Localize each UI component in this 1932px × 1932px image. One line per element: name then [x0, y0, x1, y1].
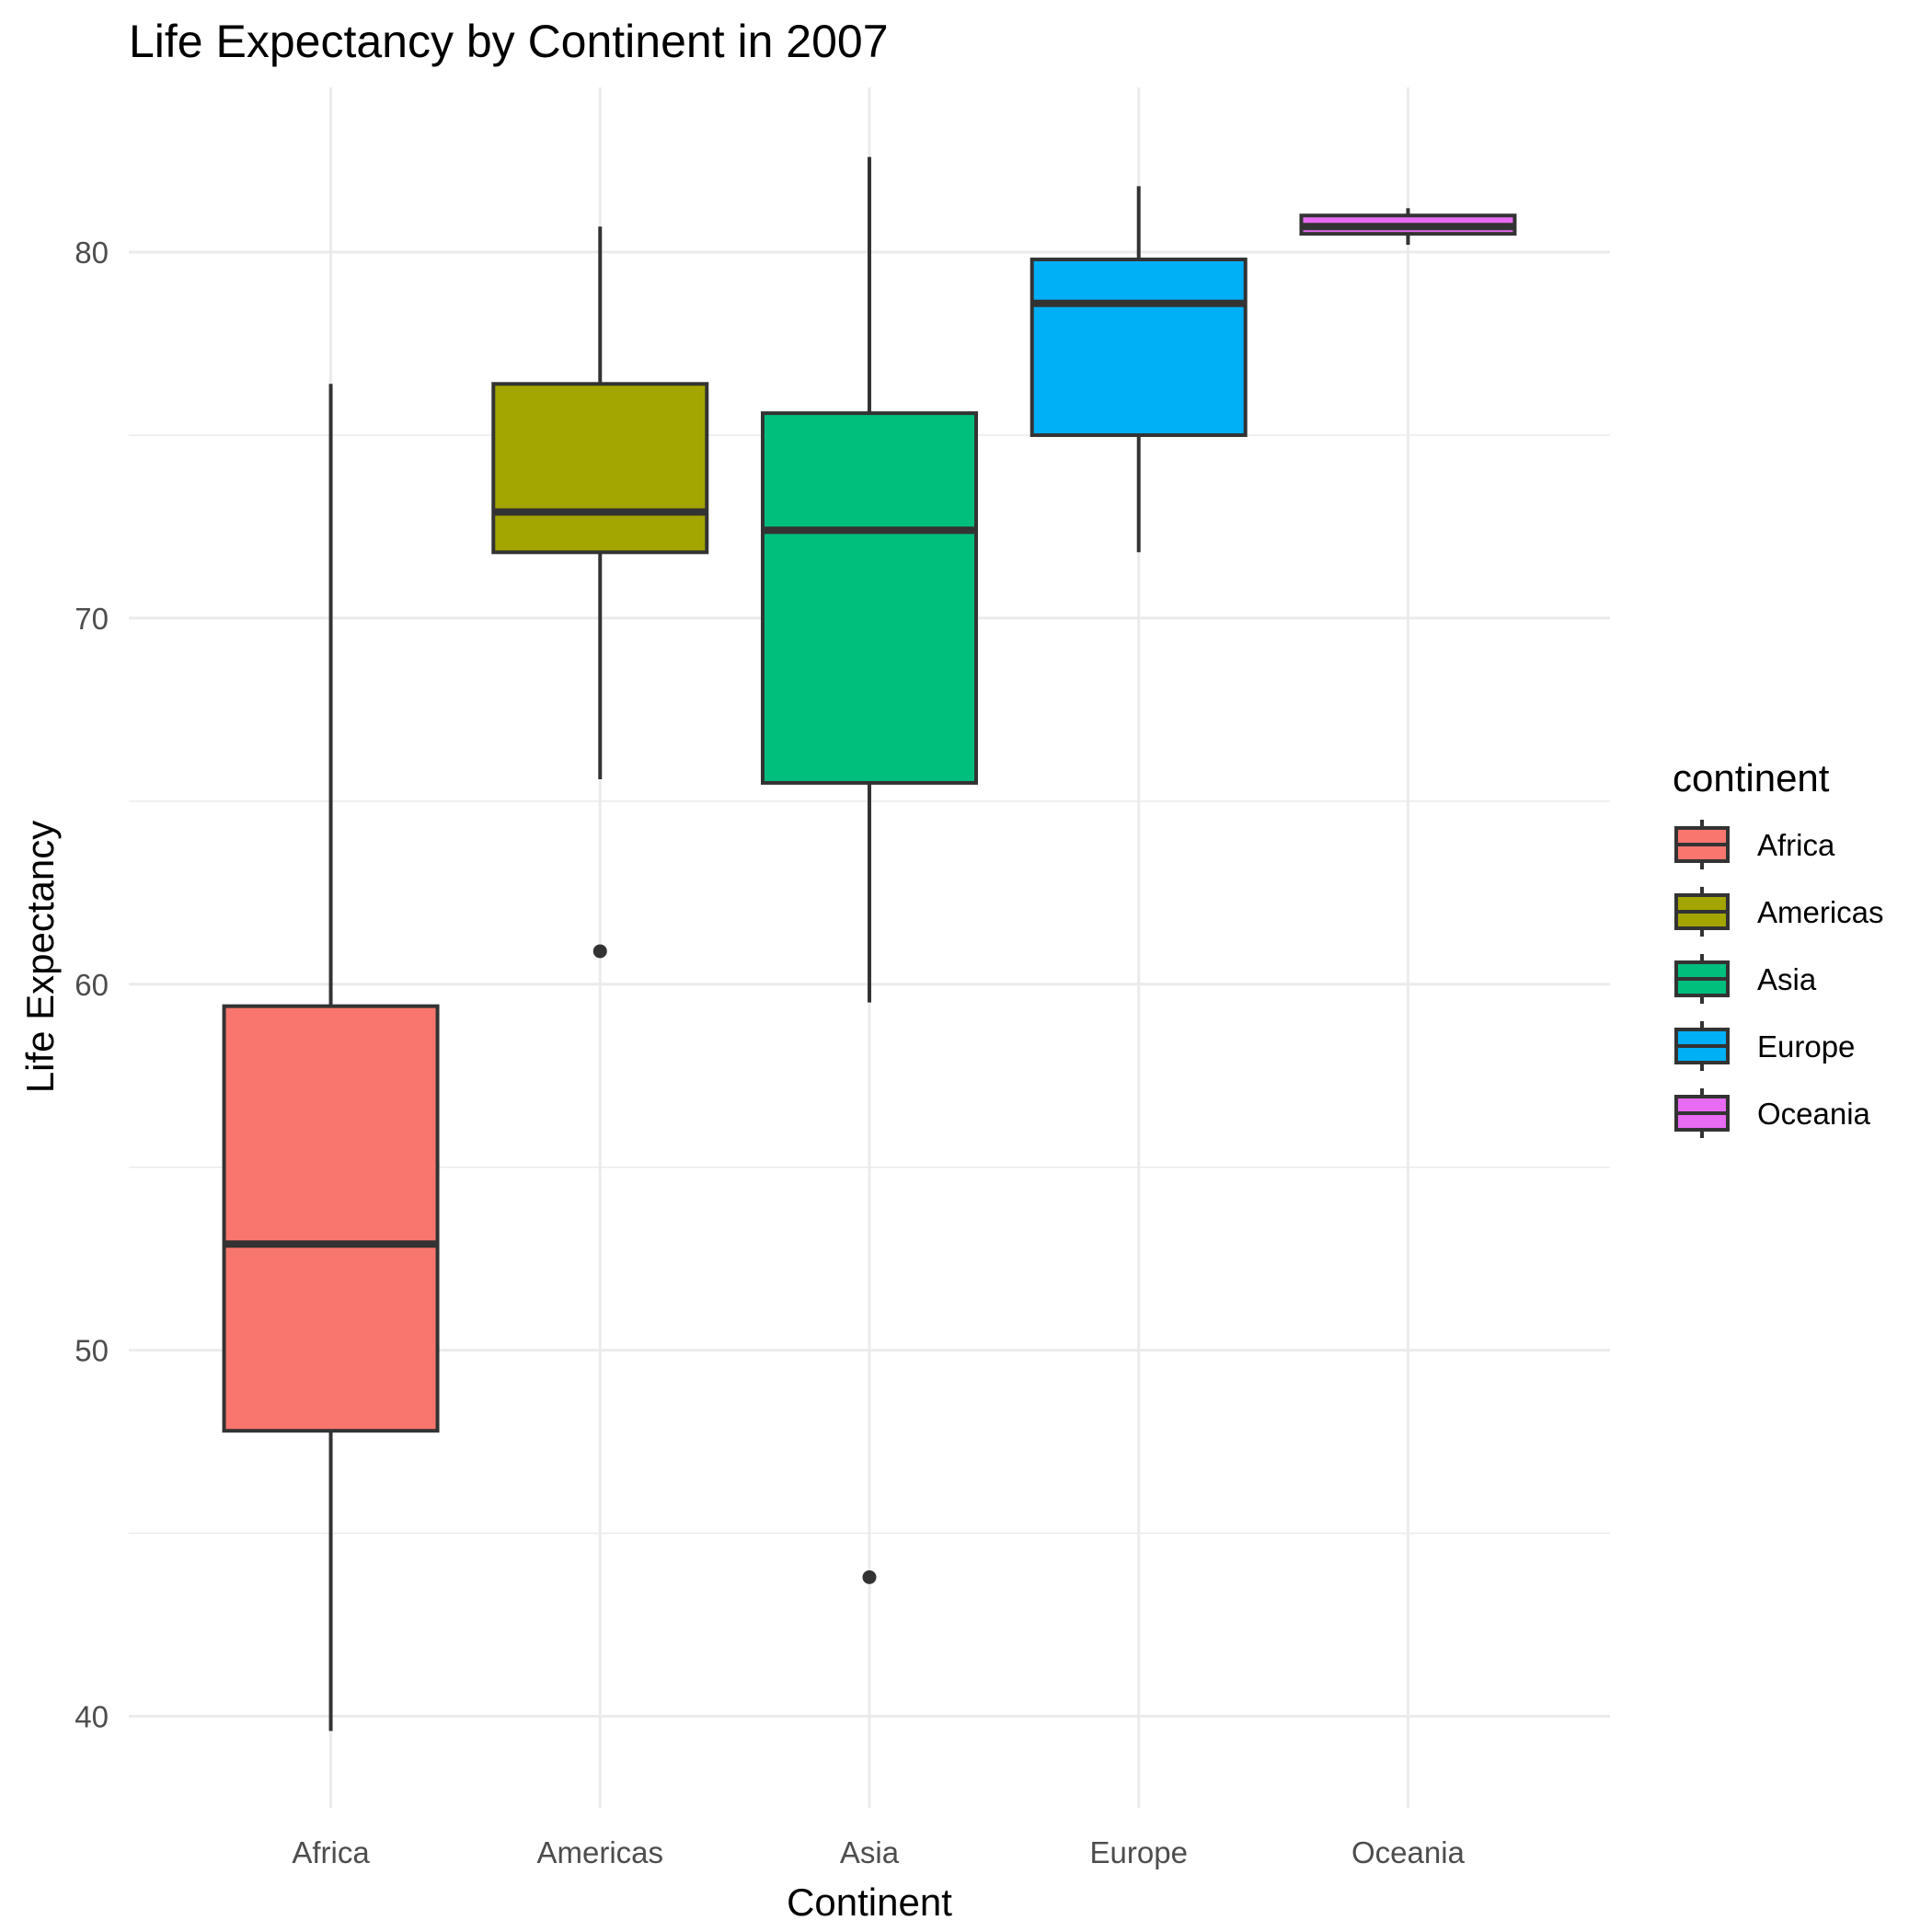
chart-title: Life Expectancy by Continent in 2007: [129, 16, 889, 67]
y-tick-labels: 40 50 60 70 80: [75, 236, 109, 1733]
legend-label: Africa: [1757, 828, 1835, 862]
box-africa: [222, 384, 440, 1731]
legend-title: continent: [1673, 756, 1830, 799]
x-tick-label: Asia: [840, 1835, 900, 1869]
x-tick-labels: Africa Americas Asia Europe Oceania: [292, 1835, 1465, 1869]
legend-label: Oceania: [1757, 1097, 1871, 1131]
legend-label: Americas: [1757, 895, 1884, 929]
iqr-box: [1029, 258, 1248, 437]
legend: continent Africa Americas Asia Europe Oceani…: [1673, 756, 1884, 1138]
x-tick-label: Oceania: [1351, 1835, 1466, 1869]
boxes: [222, 156, 1517, 1731]
box-asia: [761, 156, 978, 1584]
y-tick-label: 70: [75, 602, 109, 636]
x-tick-label: Europe: [1090, 1835, 1188, 1869]
outlier-point: [592, 944, 607, 959]
outlier-point: [862, 1570, 877, 1584]
y-tick-label: 80: [75, 236, 109, 270]
legend-label: Asia: [1757, 962, 1817, 996]
legend-item-europe: Europe: [1674, 1021, 1855, 1071]
legend-label: Europe: [1757, 1029, 1855, 1064]
legend-item-asia: Asia: [1674, 954, 1817, 1004]
box-europe: [1029, 186, 1248, 553]
y-tick-label: 40: [75, 1700, 109, 1734]
iqr-box: [222, 1004, 440, 1433]
box-americas: [491, 226, 709, 959]
iqr-box: [761, 411, 978, 785]
x-tick-label: Africa: [292, 1835, 370, 1869]
legend-item-americas: Americas: [1674, 887, 1884, 937]
iqr-box: [491, 382, 709, 555]
y-tick-label: 50: [75, 1334, 109, 1368]
y-axis-title: Life Expectancy: [18, 821, 62, 1094]
legend-item-oceania: Oceania: [1674, 1088, 1871, 1138]
x-axis-title: Continent: [787, 1880, 952, 1924]
x-tick-label: Americas: [537, 1835, 664, 1869]
legend-item-africa: Africa: [1674, 820, 1835, 869]
y-tick-label: 60: [75, 968, 109, 1002]
box-oceania: [1299, 208, 1517, 246]
